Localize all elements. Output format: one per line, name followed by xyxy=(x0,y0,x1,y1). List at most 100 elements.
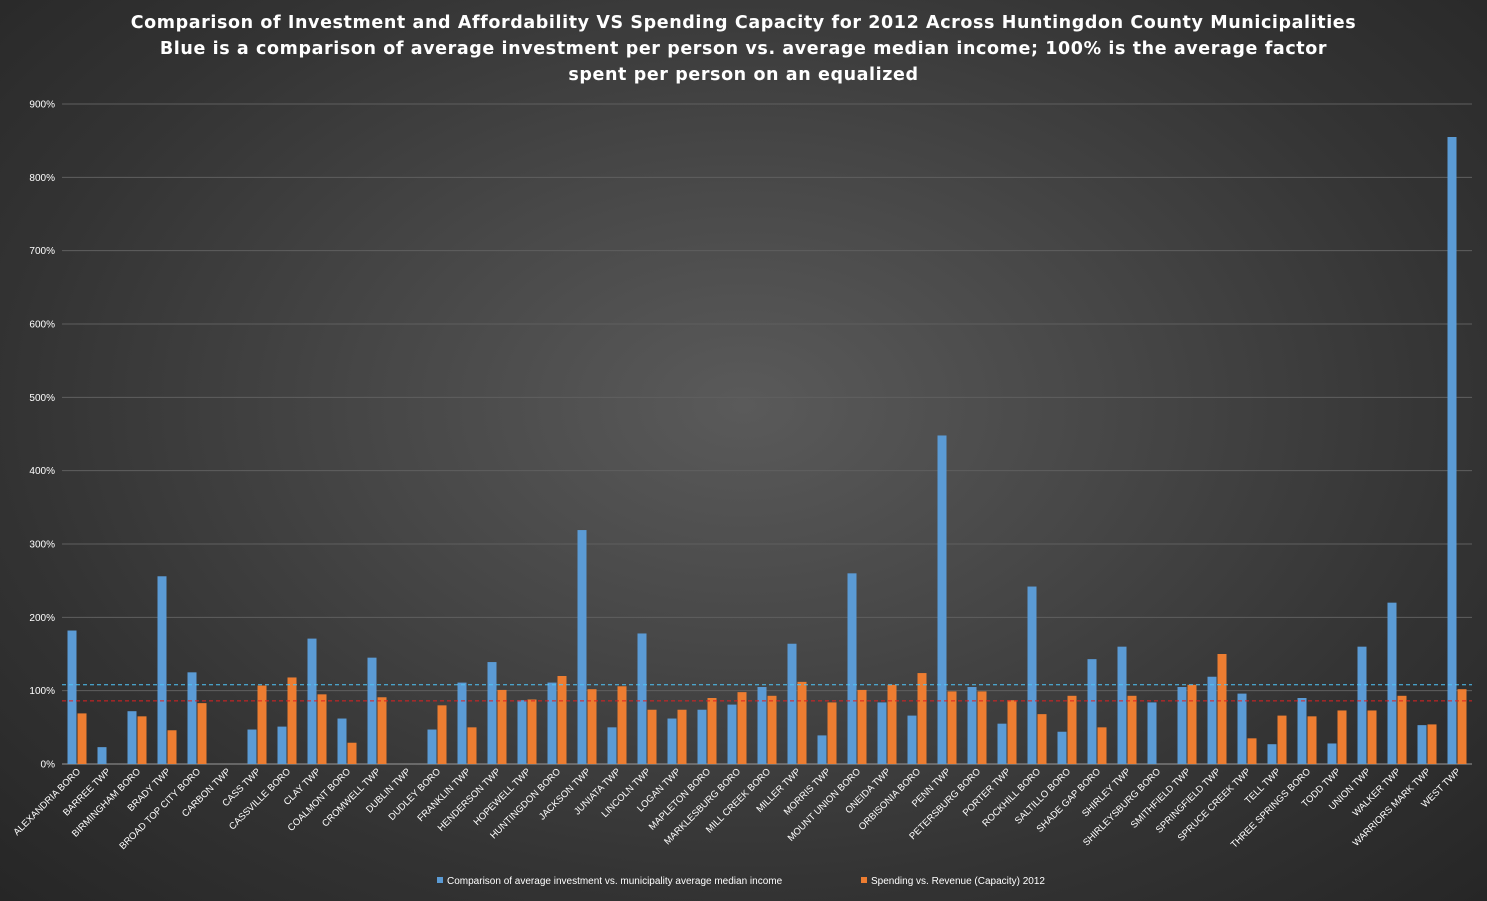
legend-swatch-investment xyxy=(437,877,443,883)
investment-bar xyxy=(1087,659,1097,764)
investment-bar xyxy=(607,727,617,764)
investment-bar xyxy=(847,573,857,764)
spending-bar xyxy=(977,691,987,764)
spending-bar xyxy=(527,699,537,764)
investment-bar xyxy=(427,729,437,764)
spending-bar xyxy=(827,702,837,764)
investment-bar xyxy=(727,704,737,764)
spending-bar xyxy=(767,695,777,764)
investment-bar xyxy=(187,672,197,764)
investment-bar xyxy=(97,747,107,764)
spending-bar xyxy=(317,694,327,764)
spending-bar xyxy=(1067,695,1077,764)
investment-bar xyxy=(1177,687,1187,764)
category-label: DUDLEY BORO xyxy=(387,766,444,823)
legend-label-investment: Comparison of average investment vs. mun… xyxy=(447,876,783,887)
category-label: JACKSON TWP xyxy=(537,766,593,822)
spending-bar xyxy=(677,709,687,764)
spending-bar xyxy=(1127,695,1137,764)
investment-bar xyxy=(457,682,467,764)
spending-bar xyxy=(557,676,567,764)
investment-bar xyxy=(1207,676,1217,764)
spending-bar xyxy=(737,692,747,764)
investment-bar xyxy=(577,530,587,764)
investment-bar xyxy=(517,700,527,764)
spending-bar xyxy=(917,673,927,764)
investment-bar xyxy=(1417,725,1427,764)
spending-bar xyxy=(647,709,657,764)
spending-bar xyxy=(1187,684,1197,764)
spending-bar xyxy=(1457,689,1467,764)
spending-bar xyxy=(617,686,627,764)
y-tick-label: 100% xyxy=(29,686,55,697)
investment-bar xyxy=(667,718,677,764)
investment-bar xyxy=(67,630,77,764)
investment-bar xyxy=(1387,602,1397,764)
y-tick-label: 600% xyxy=(29,320,55,331)
spending-bar xyxy=(167,730,177,764)
spending-bar xyxy=(887,684,897,764)
investment-bar xyxy=(967,687,977,764)
investment-bar xyxy=(487,662,497,764)
spending-bar xyxy=(257,685,267,764)
spending-bar xyxy=(797,681,807,764)
investment-bar xyxy=(1147,702,1157,764)
spending-bar xyxy=(1427,724,1437,764)
investment-bar xyxy=(307,638,317,764)
investment-bar xyxy=(1447,137,1457,764)
investment-bar xyxy=(1357,646,1367,764)
y-tick-label: 800% xyxy=(29,173,55,184)
investment-bar xyxy=(1117,646,1127,764)
spending-bar xyxy=(947,691,957,764)
investment-bar xyxy=(757,687,767,764)
y-tick-label: 400% xyxy=(29,466,55,477)
legend-label-spending: Spending vs. Revenue (Capacity) 2012 xyxy=(871,876,1045,887)
spending-bar xyxy=(1247,738,1257,764)
y-tick-label: 700% xyxy=(29,246,55,257)
y-tick-label: 500% xyxy=(29,393,55,404)
investment-bar xyxy=(367,657,377,764)
spending-bar xyxy=(137,716,147,764)
chart-title-line-1: Comparison of Investment and Affordabili… xyxy=(130,13,1357,33)
investment-bar xyxy=(817,735,827,764)
spending-bar xyxy=(1037,714,1047,764)
spending-bar xyxy=(437,705,447,764)
spending-bar xyxy=(587,689,597,764)
spending-bar xyxy=(287,677,297,764)
investment-bar xyxy=(1027,586,1037,764)
spending-bar xyxy=(1397,695,1407,764)
investment-bar xyxy=(1237,693,1247,764)
spending-bar xyxy=(377,697,387,764)
spending-bar xyxy=(1217,654,1227,764)
spending-bar xyxy=(1277,715,1287,764)
investment-bar xyxy=(337,718,347,764)
spending-bar xyxy=(347,742,357,764)
investment-bar xyxy=(1327,743,1337,764)
spending-bar xyxy=(857,689,867,764)
investment-bar xyxy=(637,633,647,764)
y-tick-label: 300% xyxy=(29,540,55,551)
investment-bar xyxy=(697,709,707,764)
investment-bar xyxy=(997,723,1007,764)
investment-bar xyxy=(1297,698,1307,764)
investment-bar xyxy=(907,715,917,764)
investment-bar xyxy=(157,576,167,764)
spending-bar xyxy=(467,727,477,764)
y-tick-label: 900% xyxy=(29,100,55,111)
investment-bar xyxy=(1267,744,1277,764)
investment-bar xyxy=(877,702,887,764)
chart-title-line-3: spent per person on an equalized xyxy=(568,65,919,85)
investment-bar xyxy=(937,435,947,764)
investment-bar xyxy=(277,726,287,764)
chart-title-line-2: Blue is a comparison of average investme… xyxy=(159,39,1328,59)
spending-bar xyxy=(1007,700,1017,764)
investment-bar xyxy=(547,682,557,764)
investment-bar xyxy=(247,729,257,764)
y-tick-label: 200% xyxy=(29,613,55,624)
investment-bar xyxy=(127,711,137,764)
spending-bar xyxy=(1097,727,1107,764)
investment-bar xyxy=(1057,731,1067,764)
spending-bar xyxy=(497,689,507,764)
